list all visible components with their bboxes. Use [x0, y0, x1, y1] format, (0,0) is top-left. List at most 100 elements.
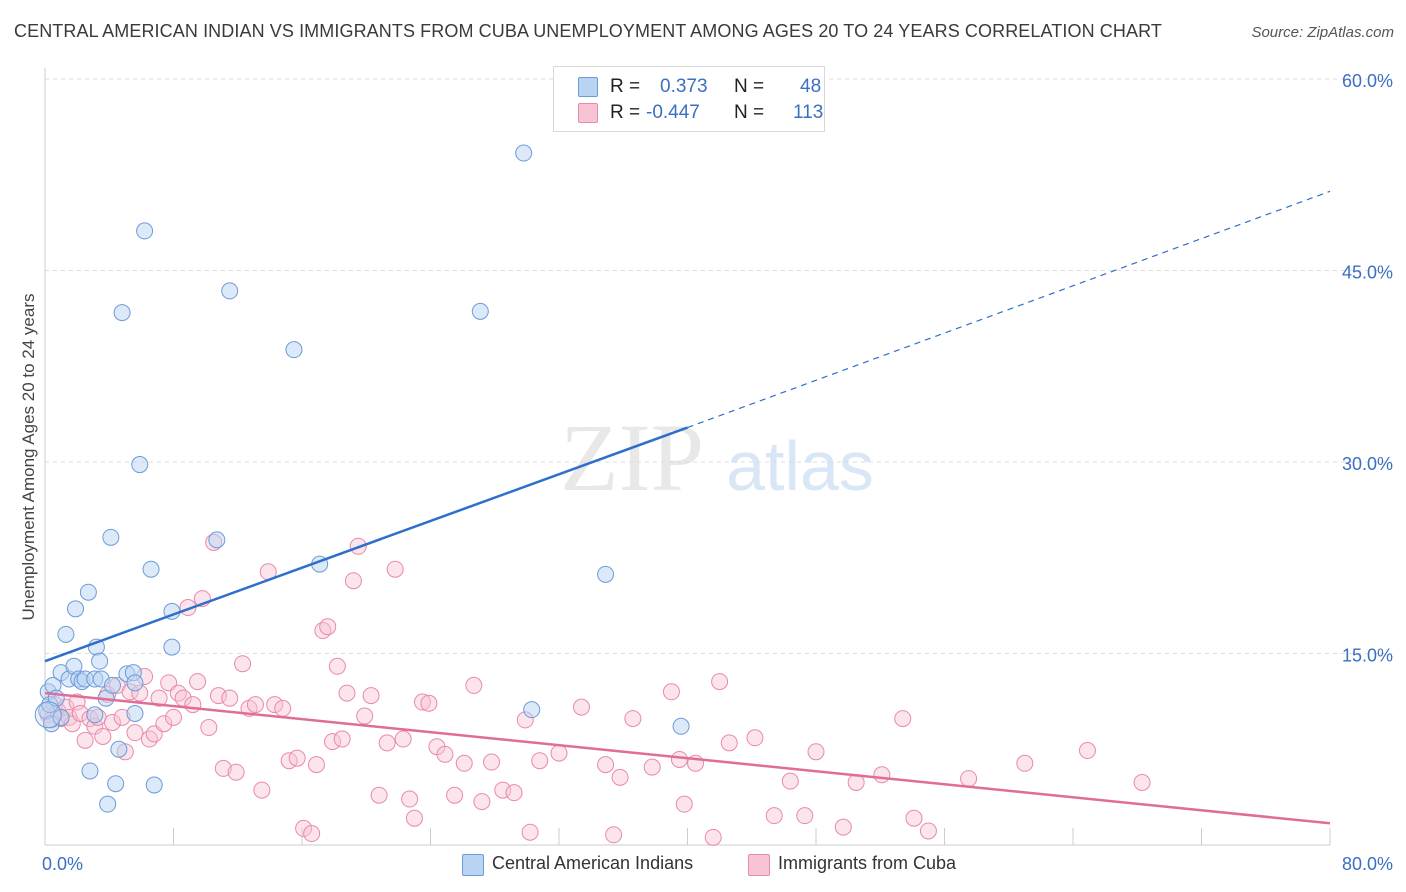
- data-point-pink: [394, 730, 412, 748]
- data-point-pink: [413, 693, 431, 711]
- data-point-pink: [1016, 754, 1034, 772]
- data-point-pink: [209, 687, 227, 705]
- tick-labels: 15.0% 30.0% 45.0% 60.0% 0.0% 80.0%: [42, 71, 1393, 874]
- data-point-blue: [113, 304, 131, 322]
- data-point-pink: [662, 683, 680, 701]
- data-point-pink: [675, 795, 693, 813]
- data-point-pink: [274, 699, 292, 717]
- data-point-pink: [103, 713, 121, 731]
- data-point-pink: [165, 708, 182, 726]
- data-point-pink: [807, 743, 825, 761]
- data-point-pink: [356, 707, 374, 725]
- data-point-pink: [234, 655, 252, 673]
- data-point-pink: [905, 809, 923, 827]
- data-point-blue: [81, 762, 99, 780]
- data-point-pink: [521, 823, 539, 841]
- data-point-blue: [102, 528, 120, 546]
- data-point-pink: [711, 673, 729, 691]
- data-point-pink: [184, 696, 202, 714]
- data-point-pink: [420, 694, 438, 712]
- trend-line-blue-extension: [687, 190, 1331, 429]
- y-tick-label: 60.0%: [1342, 71, 1393, 91]
- data-point-blue: [515, 144, 533, 162]
- data-point-pink: [140, 730, 158, 748]
- data-point-blue: [142, 560, 160, 578]
- data-point-blue: [86, 706, 104, 724]
- data-point-pink: [605, 826, 623, 844]
- data-point-pink: [494, 781, 512, 799]
- watermark: ZIP atlas: [560, 404, 874, 511]
- data-point-pink: [550, 744, 568, 762]
- data-point-blue: [471, 302, 489, 320]
- data-point-blue: [57, 625, 75, 643]
- data-point-pink: [155, 715, 173, 733]
- blue-swatch: [578, 77, 598, 97]
- data-point-blue: [67, 600, 85, 618]
- data-point-blue: [131, 456, 149, 474]
- data-point-blue: [107, 775, 125, 793]
- data-point-pink: [611, 768, 629, 786]
- data-point-pink: [126, 724, 144, 742]
- data-point-pink: [169, 684, 187, 702]
- data-point-pink: [597, 756, 615, 774]
- trend-line-pink: [44, 691, 1331, 825]
- data-point-pink: [221, 689, 239, 707]
- data-point-pink: [720, 734, 738, 752]
- data-point-pink: [266, 696, 284, 714]
- series-central-american-indians-points: [34, 144, 690, 813]
- data-point-pink: [200, 719, 218, 737]
- data-point-pink: [227, 763, 245, 781]
- data-point-blue-cluster: [34, 701, 62, 729]
- data-point-blue: [126, 674, 144, 692]
- data-point-pink: [670, 750, 688, 768]
- data-point-blue: [110, 740, 128, 758]
- trend-lines: [44, 190, 1331, 825]
- data-point-pink: [295, 819, 313, 837]
- data-point-pink: [1078, 742, 1096, 760]
- data-point-pink: [303, 825, 321, 843]
- data-point-pink: [386, 560, 404, 578]
- n-label: N =: [734, 76, 765, 97]
- data-point-pink: [94, 727, 112, 745]
- data-point-blue: [672, 717, 690, 735]
- data-point-pink: [401, 790, 419, 808]
- data-point-pink: [781, 772, 799, 790]
- source-credit: Source: ZipAtlas.com: [1251, 24, 1394, 41]
- data-point-pink: [796, 807, 814, 825]
- watermark-zip: ZIP: [560, 404, 704, 511]
- grid-layer: [45, 78, 1392, 654]
- data-point-pink: [150, 689, 168, 707]
- data-point-pink: [253, 781, 271, 799]
- watermark-atlas: atlas: [726, 427, 874, 505]
- n-value: 48: [800, 76, 822, 97]
- data-point-blue: [145, 776, 163, 794]
- n-label: N =: [734, 102, 765, 123]
- data-point-pink: [446, 786, 464, 804]
- x-tick-label: 80.0%: [1342, 854, 1393, 874]
- data-point-pink: [643, 758, 661, 776]
- data-point-pink: [531, 752, 549, 770]
- data-point-pink: [1133, 773, 1151, 791]
- data-point-blue: [99, 795, 117, 813]
- pink-swatch: [578, 103, 598, 123]
- data-point-pink: [704, 828, 722, 846]
- data-point-pink: [473, 793, 491, 811]
- data-point-blue: [103, 676, 121, 694]
- data-point-pink: [362, 687, 380, 705]
- trend-line-blue: [44, 426, 688, 663]
- stats-legend: R = 0.373 N = 48 R = -0.447 N = 113: [553, 66, 825, 132]
- data-point-pink: [894, 710, 912, 728]
- chart-title: CENTRAL AMERICAN INDIAN VS IMMIGRANTS FR…: [14, 21, 1162, 41]
- series-immigrants-from-cuba-points: [39, 533, 1151, 846]
- data-point-pink: [960, 770, 978, 788]
- data-point-pink: [333, 730, 351, 748]
- data-point-pink: [324, 733, 342, 751]
- data-point-blue: [523, 701, 541, 719]
- legend-label: Central American Indians: [492, 853, 694, 873]
- r-label: R =: [610, 102, 641, 123]
- data-point-pink: [344, 572, 362, 590]
- data-point-blue: [126, 705, 144, 723]
- data-point-pink: [436, 745, 454, 763]
- data-point-blue: [285, 341, 303, 359]
